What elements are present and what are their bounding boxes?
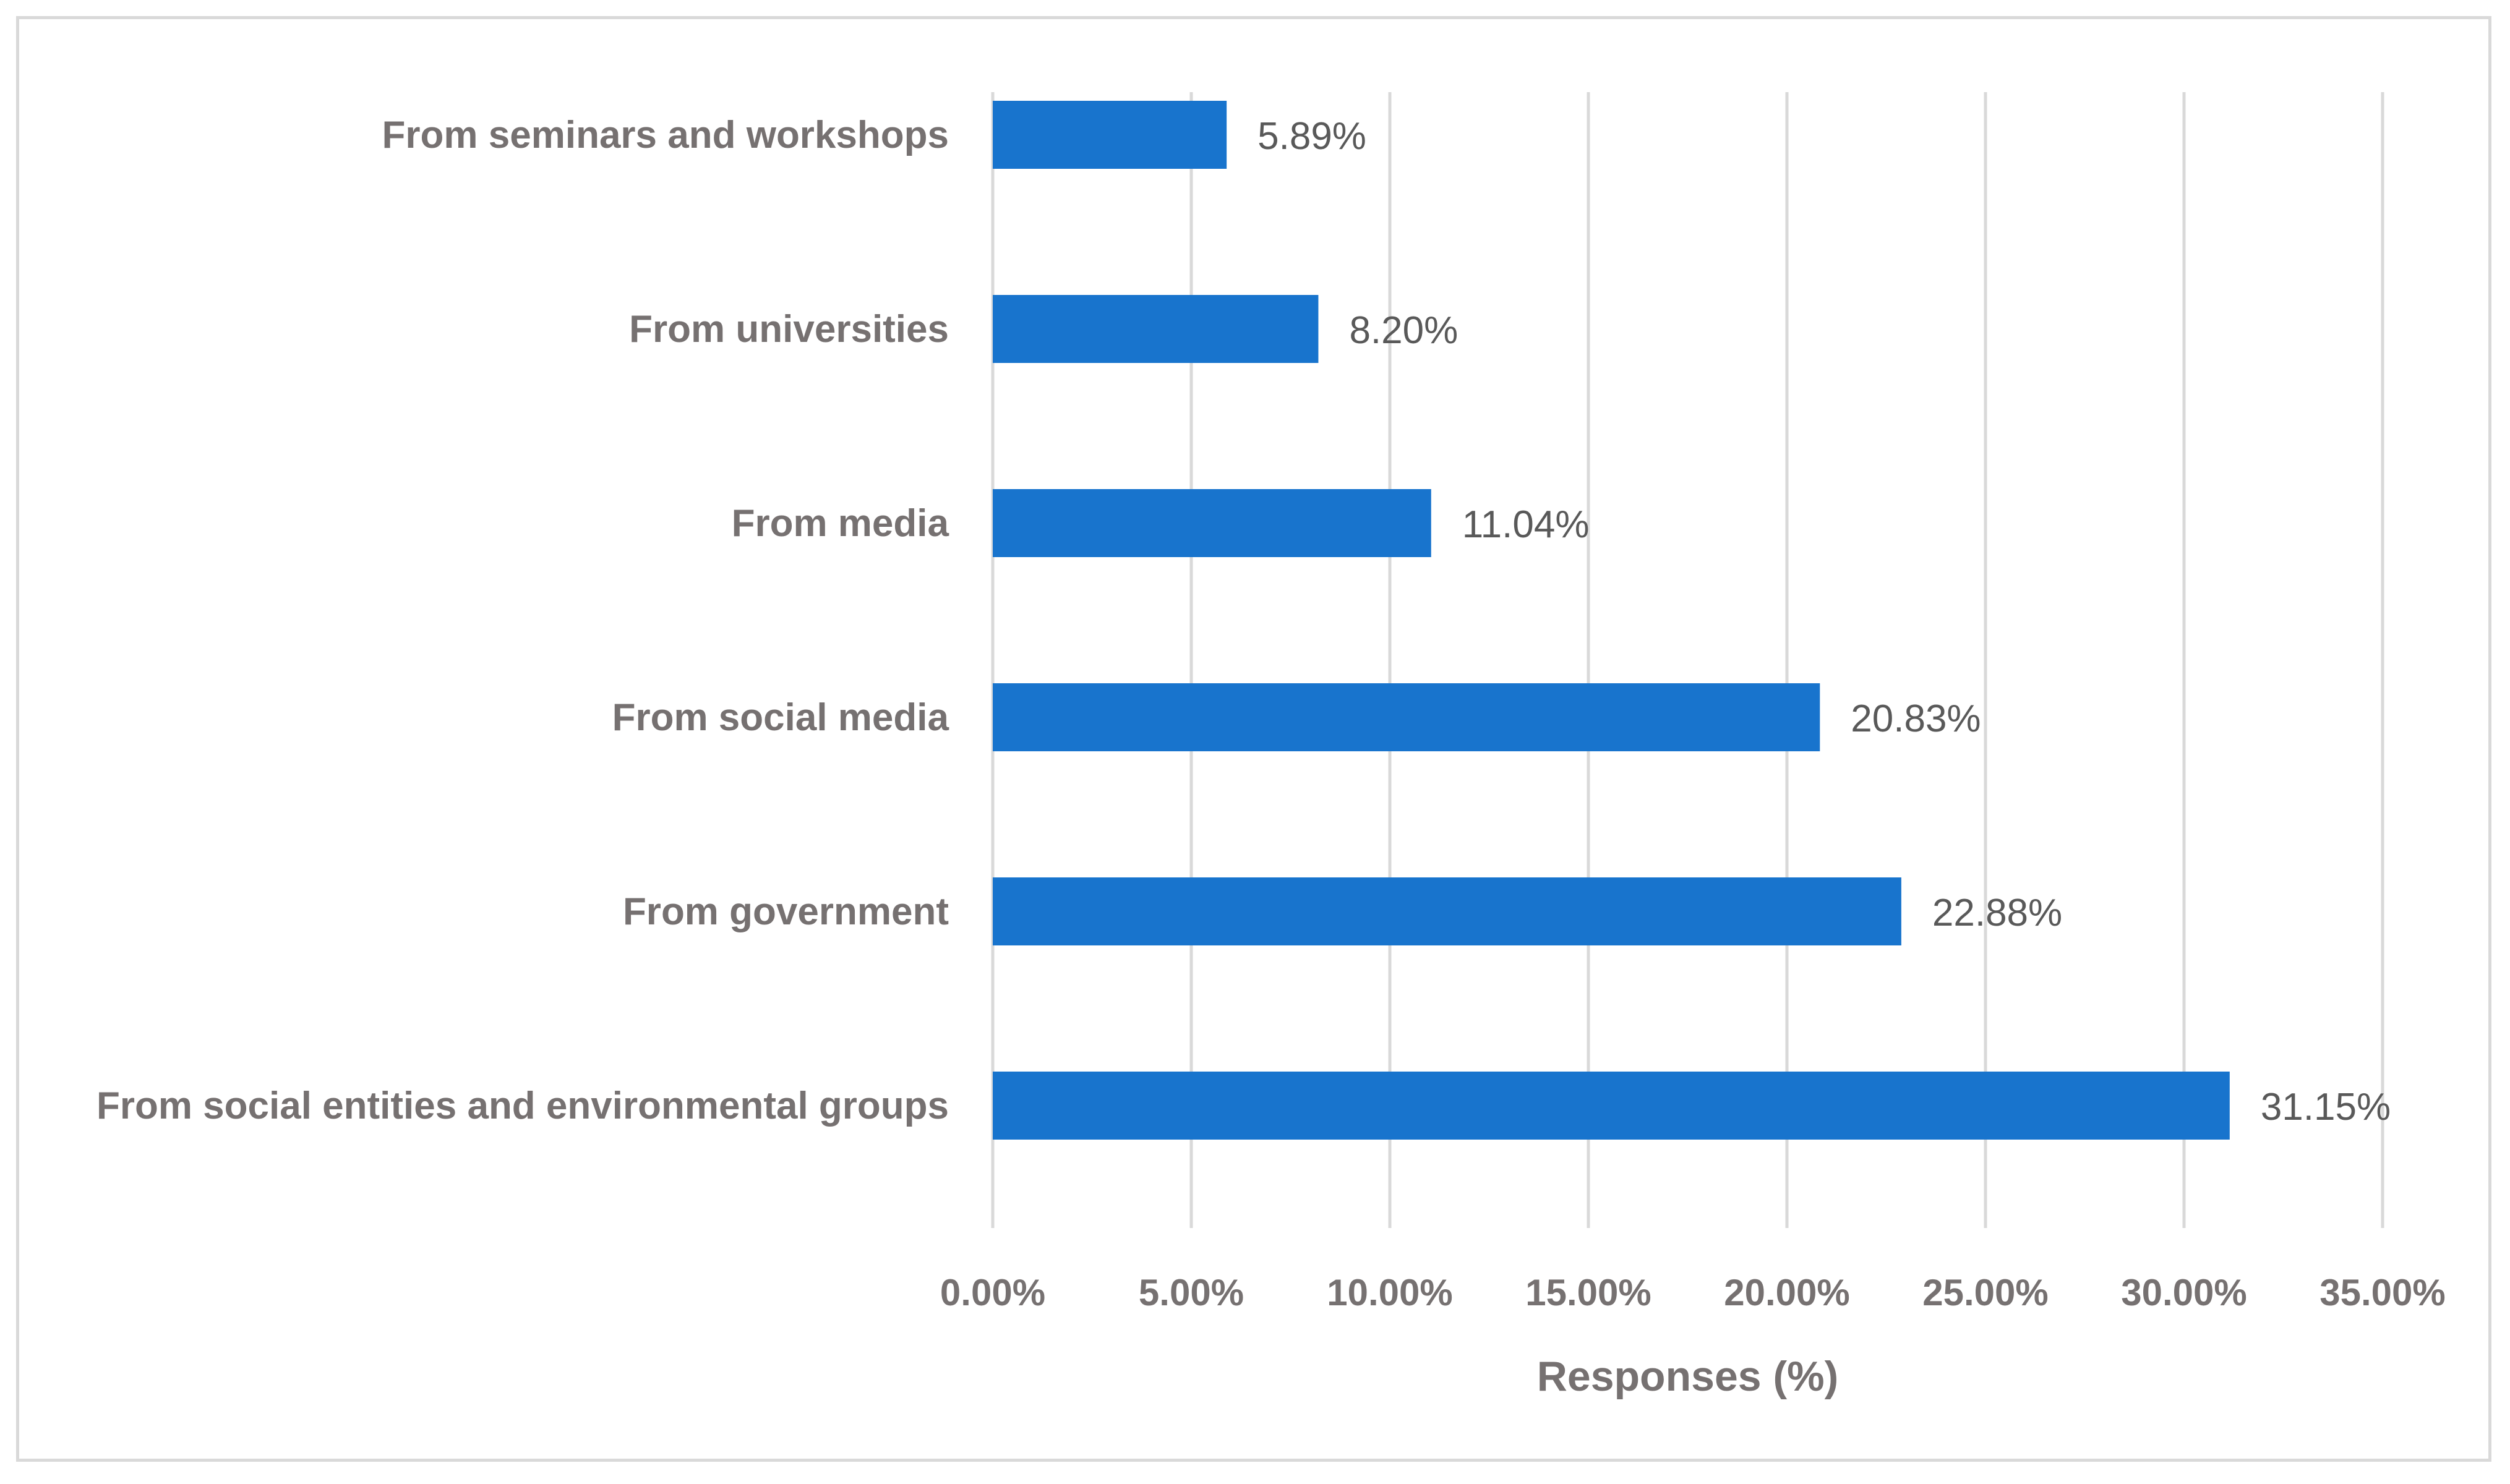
x-tick-label: 5.00% xyxy=(1139,1272,1244,1313)
bar xyxy=(993,877,1901,945)
bar-chart: From seminars and workshops From universi… xyxy=(96,92,2446,1400)
category-labels: From seminars and workshops From universi… xyxy=(96,114,949,1127)
category-label: From media xyxy=(732,502,949,545)
x-tick-label: 25.00% xyxy=(1922,1272,2049,1313)
category-label: From seminars and workshops xyxy=(382,114,949,156)
x-tick-label: 30.00% xyxy=(2121,1272,2247,1313)
x-tick-label: 0.00% xyxy=(940,1272,1045,1313)
bar xyxy=(993,101,1227,169)
category-label: From social media xyxy=(612,696,949,739)
x-tick-label: 10.00% xyxy=(1327,1272,1453,1313)
x-tick-labels: 0.00% 5.00% 10.00% 15.00% 20.00% 25.00% 30.00%… xyxy=(940,1272,2446,1313)
category-label: From government xyxy=(623,890,949,933)
bar xyxy=(993,1072,2230,1140)
gridlines xyxy=(991,92,2384,1228)
category-label: From social entities and environmental g… xyxy=(96,1085,949,1127)
value-label: 31.15% xyxy=(2261,1086,2391,1128)
x-tick-label: 35.00% xyxy=(2319,1272,2446,1313)
bar xyxy=(993,683,1820,751)
value-label: 22.88% xyxy=(1932,892,2062,934)
category-label: From universities xyxy=(629,308,949,351)
value-labels: 5.89% 8.20% 11.04% 20.83% 22.88% 31.15% xyxy=(1257,115,2391,1128)
value-label: 8.20% xyxy=(1349,309,1458,352)
x-tick-label: 15.00% xyxy=(1525,1272,1651,1313)
value-label: 11.04% xyxy=(1462,503,1590,546)
bar xyxy=(993,489,1431,557)
chart-frame: From seminars and workshops From universi… xyxy=(16,16,2491,1462)
x-tick-label: 20.00% xyxy=(1724,1272,1850,1313)
bar xyxy=(993,295,1319,363)
bars xyxy=(993,101,2230,1140)
value-label: 20.83% xyxy=(1851,697,1981,740)
value-label: 5.89% xyxy=(1257,115,1366,158)
x-axis-title: Responses (%) xyxy=(1537,1353,1838,1400)
